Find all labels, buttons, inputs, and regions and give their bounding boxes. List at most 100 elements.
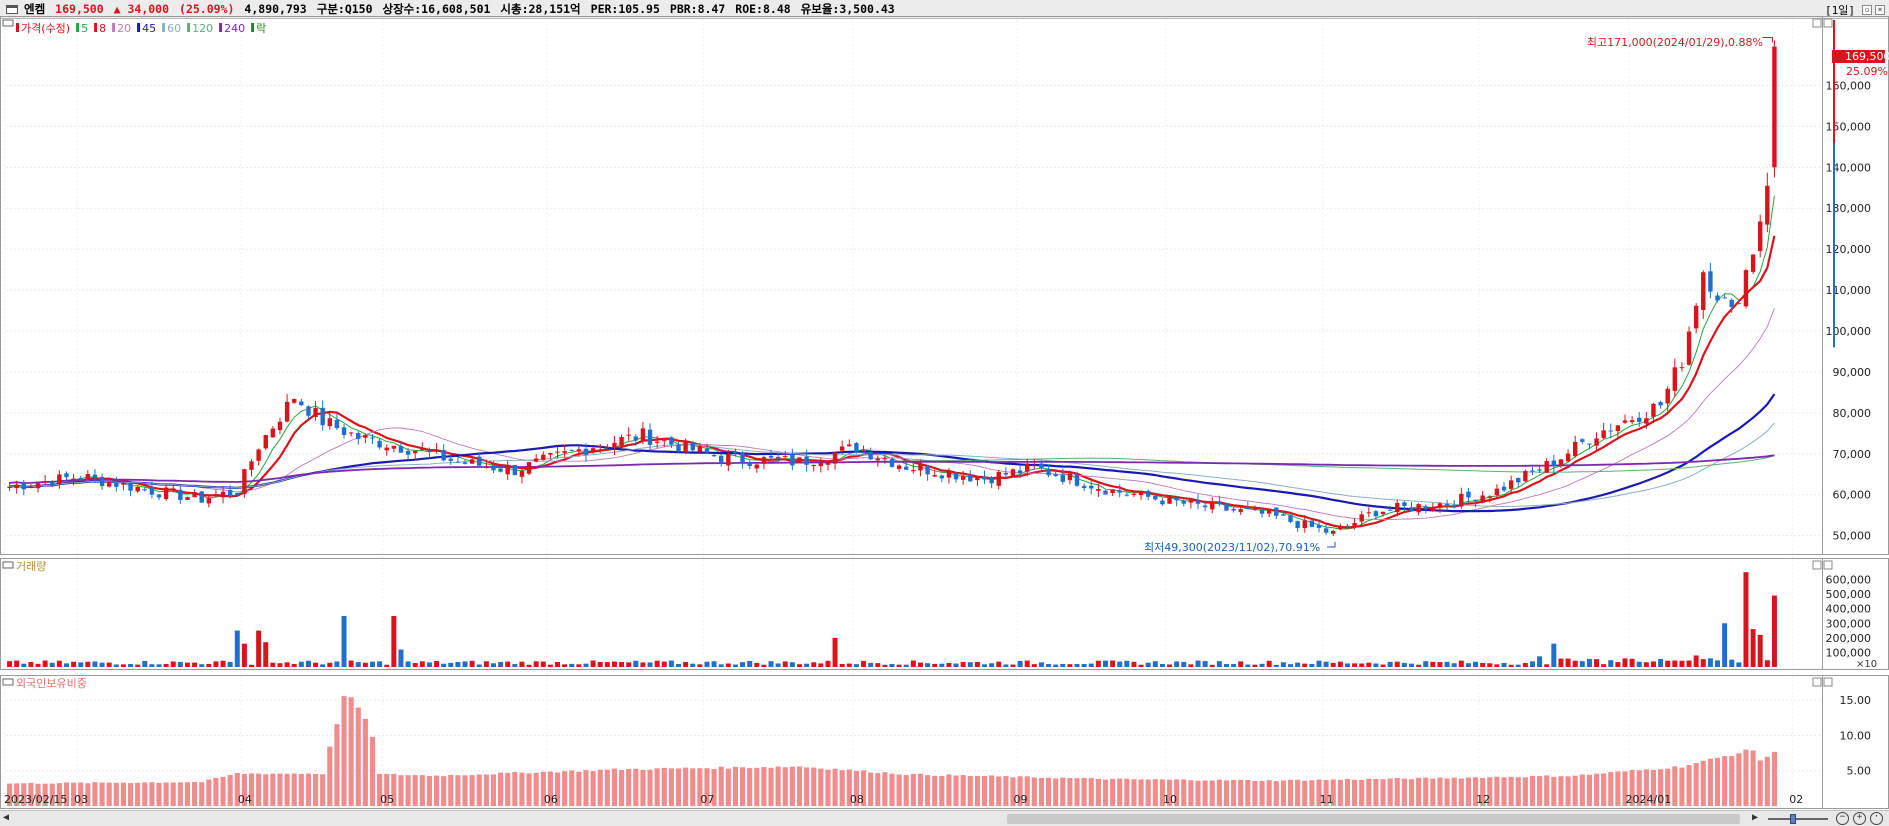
foreign-ratio-bar xyxy=(483,774,489,806)
candle-body xyxy=(1558,459,1564,465)
volume-bar xyxy=(163,663,169,667)
candle-body xyxy=(1046,469,1051,476)
candle-body xyxy=(1060,474,1066,482)
candle-body xyxy=(1380,511,1386,515)
foreign-ratio-bar xyxy=(35,783,41,806)
volume-bar xyxy=(1579,661,1585,667)
volume-bar xyxy=(1302,663,1308,667)
candle-body xyxy=(1466,491,1471,498)
restore-icon[interactable]: ▫ xyxy=(1862,5,1872,15)
candle-body xyxy=(1679,367,1685,369)
candle-body xyxy=(1160,500,1165,505)
volume-bar xyxy=(647,662,653,667)
volume-bar xyxy=(1608,660,1614,667)
volume-bar xyxy=(1330,662,1336,667)
foreign-ratio-bar xyxy=(1081,777,1087,806)
volume-bar xyxy=(184,662,190,667)
volume-bar xyxy=(270,662,276,667)
candle-body xyxy=(21,482,26,490)
foreign-ratio-bar xyxy=(853,770,859,806)
close-icon[interactable]: × xyxy=(1875,5,1885,15)
panel-menu-icon[interactable] xyxy=(6,4,18,14)
volume-bar xyxy=(982,664,988,667)
foreign-ratio-bar xyxy=(1159,779,1165,806)
candle-body xyxy=(505,465,510,475)
zoom-in-icon[interactable]: + xyxy=(1853,812,1866,825)
foreign-ratio-bar xyxy=(925,775,931,806)
foreign-ratio-bar xyxy=(932,775,938,806)
volume-bar xyxy=(1650,661,1656,667)
foreign-ratio-bar xyxy=(1330,779,1336,806)
foreign-ratio-bar xyxy=(1216,779,1222,806)
zoom-out-icon[interactable]: − xyxy=(1836,812,1849,825)
foreign-ownership-bars xyxy=(6,696,1778,806)
legend-swatch xyxy=(76,23,80,32)
volume-bar xyxy=(213,661,219,667)
foreign-ratio-bar xyxy=(348,697,354,806)
candle-body xyxy=(1053,474,1058,477)
candle-body xyxy=(242,469,247,495)
volume-bar xyxy=(1622,658,1628,667)
volume-bar xyxy=(298,661,304,667)
volume-bar xyxy=(498,662,504,667)
candle-body xyxy=(612,442,617,449)
candle-body xyxy=(896,465,902,469)
volume-bar xyxy=(377,661,383,667)
candle-body xyxy=(1345,525,1350,527)
candle-body xyxy=(1580,439,1585,442)
legend-item-6: 120 xyxy=(192,22,213,35)
foreign-ratio-bar xyxy=(1280,780,1286,806)
foreign-ratio-bar xyxy=(903,775,909,806)
candle-body xyxy=(683,440,688,453)
zoom-slider[interactable] xyxy=(1768,813,1828,825)
volume-bar xyxy=(811,662,817,667)
candle-body xyxy=(889,459,895,467)
volume-bar xyxy=(370,661,375,667)
candle-body xyxy=(277,421,283,431)
volume-bar xyxy=(1316,660,1322,667)
scroll-left-icon[interactable]: ◀ xyxy=(3,812,10,823)
candle-body xyxy=(1103,490,1108,495)
foreign-ratio-bar xyxy=(1401,778,1407,806)
volume-bar xyxy=(732,664,738,667)
volume-bar xyxy=(932,663,938,667)
stock-name[interactable]: 엔켐 xyxy=(24,2,46,16)
candle-body xyxy=(1508,480,1514,489)
x-tick-label: 12 xyxy=(1476,793,1490,806)
volume-bar xyxy=(1138,664,1144,667)
volume-bar xyxy=(1152,661,1158,667)
x-tick-label: 2023/02/15 xyxy=(4,793,67,806)
candle-body xyxy=(1274,507,1279,516)
volume-bar xyxy=(78,662,84,667)
volume-bars xyxy=(7,572,1777,667)
volume-bar xyxy=(640,662,646,667)
volume-bar xyxy=(1337,661,1343,667)
foreign-ratio-bar xyxy=(1472,777,1479,806)
candle-body xyxy=(868,452,873,460)
candle-body xyxy=(477,456,482,466)
scroll-thumb[interactable] xyxy=(1007,814,1740,824)
foreign-ratio-bar xyxy=(412,775,418,806)
candle-body xyxy=(1587,443,1592,445)
price-tick-label: 120,000 xyxy=(1826,243,1872,256)
volume-bar xyxy=(234,630,240,667)
candle-body xyxy=(754,464,759,469)
zoom-reset-icon[interactable]: · xyxy=(1870,812,1883,825)
candle-body xyxy=(804,456,809,465)
scroll-right-icon[interactable]: ▶ xyxy=(1752,812,1759,823)
foreign-ratio-bar xyxy=(206,779,212,806)
candle-body xyxy=(605,446,610,448)
period-selector[interactable]: [1일] xyxy=(1825,4,1855,17)
foreign-ratio-bar xyxy=(1060,777,1066,806)
volume-bar xyxy=(1473,661,1479,667)
price-tick-label: 130,000 xyxy=(1826,202,1872,215)
foreign-ratio-bar xyxy=(42,783,48,806)
zoom-slider-knob[interactable] xyxy=(1790,814,1796,824)
horizontal-scrollbar[interactable]: ◀ ▶ − + · xyxy=(0,810,1889,826)
foreign-ratio-bar xyxy=(1686,765,1692,806)
candle-body xyxy=(71,478,76,480)
candle-body xyxy=(911,469,916,472)
foreign-ratio-bar xyxy=(1586,774,1592,806)
candle-body xyxy=(227,490,233,495)
